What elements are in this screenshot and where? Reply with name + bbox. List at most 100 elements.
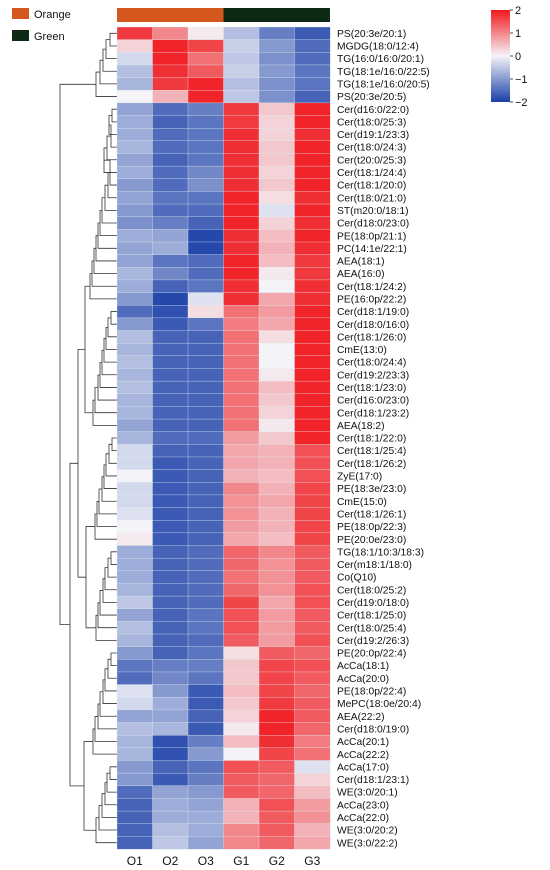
heatmap-cell — [187, 102, 224, 116]
heatmap-cell — [187, 191, 224, 205]
heatmap-cell — [152, 39, 189, 53]
heatmap-cell — [187, 532, 224, 546]
row-label: Cer(m18:1/18:0) — [337, 560, 412, 571]
heatmap-cell — [116, 557, 153, 572]
dendrogram-branch — [102, 48, 117, 72]
heatmap-cell — [152, 406, 189, 420]
column-label: G3 — [304, 854, 320, 868]
heatmap-cell — [152, 115, 189, 129]
row-label: WE(3:0/22:2) — [337, 838, 398, 849]
heatmap-cell — [223, 305, 260, 319]
dendrogram-branch — [99, 59, 117, 85]
heatmap-cell — [152, 494, 189, 509]
heatmap-cell — [152, 709, 189, 724]
heatmap-cell — [294, 380, 331, 395]
heatmap-cell — [116, 684, 153, 698]
heatmap-cell — [258, 418, 295, 433]
heatmap-cell — [258, 102, 295, 116]
group-bar-orange — [117, 8, 224, 22]
heatmap-cell — [152, 633, 189, 648]
row-label: Cer(d16:0/22:0) — [337, 105, 409, 116]
heatmap-cell — [294, 456, 331, 471]
dendrogram-branch — [110, 311, 117, 325]
heatmap-cell — [152, 102, 189, 116]
heatmap-cell — [116, 520, 153, 534]
heatmap-cell — [294, 317, 331, 331]
row-label: WE(3:0/20:2) — [337, 826, 398, 837]
heatmap-cell — [116, 241, 153, 256]
dendrogram-branch — [105, 453, 117, 477]
row-label: Cer(t18:0/24:4) — [337, 358, 406, 369]
column-label: G2 — [269, 854, 285, 868]
heatmap-cell — [223, 494, 260, 509]
heatmap-cell — [223, 709, 260, 724]
heatmap-cell — [152, 380, 189, 395]
dendrogram-branch — [107, 317, 117, 338]
heatmap-cell — [116, 178, 153, 192]
row-label: Cer(d19:2/26:3) — [337, 636, 409, 647]
heatmap-cell — [152, 444, 189, 458]
row-label: AEA(18:2) — [337, 421, 385, 432]
heatmap-cell — [116, 633, 153, 648]
heatmap-cell — [223, 646, 260, 660]
row-label: Cer(d18:0/16:0) — [337, 320, 409, 331]
heatmap-cell — [294, 153, 331, 167]
row-label: AcCa(20:1) — [337, 737, 389, 748]
row-label: Cer(t18:1/25:4) — [337, 446, 406, 457]
heatmap-cell — [294, 393, 331, 407]
heatmap-cell — [294, 772, 331, 787]
heatmap-cell — [187, 229, 224, 243]
heatmap-cell — [152, 342, 189, 357]
heatmap-cell — [187, 608, 224, 622]
dendrogram-branch — [101, 793, 117, 818]
heatmap-cell — [294, 102, 331, 116]
heatmap-cell — [294, 671, 331, 686]
row-label: Cer(t18:1/24:2) — [337, 282, 406, 293]
heatmap-cell — [116, 254, 153, 268]
heatmap-cell — [294, 355, 331, 369]
heatmap-cell — [258, 482, 295, 496]
heatmap-cell — [187, 659, 224, 673]
row-label: TG(18:1/10:3/18:3) — [337, 547, 424, 558]
heatmap-cell — [152, 646, 189, 660]
heatmap-cell — [223, 823, 260, 837]
dendrogram-branch — [84, 285, 93, 414]
heatmap-cell — [258, 735, 295, 749]
heatmap-cell — [258, 216, 295, 230]
column-label: O2 — [162, 854, 178, 868]
heatmap-cell — [187, 153, 224, 167]
color-scale-tick-label: 2 — [515, 5, 521, 17]
heatmap-cell — [223, 178, 260, 192]
heatmap-cell — [294, 633, 331, 648]
heatmap-cell — [223, 292, 260, 306]
color-scale-tick-label: 1 — [515, 28, 521, 40]
row-label: Cer(d16:0/23:0) — [337, 396, 409, 407]
heatmap-cell — [258, 178, 295, 192]
heatmap-cell — [116, 671, 153, 686]
heatmap-cell — [116, 545, 153, 559]
row-label: PE(18:0p/22:4) — [337, 687, 406, 698]
heatmap-cell — [152, 241, 189, 256]
heatmap-cell — [223, 520, 260, 534]
heatmap-cell — [187, 444, 224, 458]
heatmap-cell — [152, 621, 189, 635]
heatmap-cell — [294, 583, 331, 597]
heatmap-cell — [294, 684, 331, 698]
heatmap-cell — [187, 418, 224, 433]
heatmap-cell — [187, 456, 224, 471]
row-label: Cer(t18:0/25:3) — [337, 117, 406, 128]
heatmap-cell — [294, 342, 331, 357]
heatmap-cell — [294, 140, 331, 154]
heatmap-cell — [116, 659, 153, 673]
heatmap-cell — [294, 178, 331, 192]
row-label: Cer(t18:1/26:2) — [337, 459, 406, 470]
heatmap-cell — [294, 798, 331, 812]
row-label: Cer(t18:0/25:4) — [337, 623, 406, 634]
heatmap-cell — [152, 545, 189, 559]
heatmap-cell — [294, 608, 331, 622]
dendrogram-branch — [111, 437, 117, 452]
heatmap-cell — [258, 659, 295, 673]
heatmap-cell — [116, 102, 153, 116]
heatmap-cell — [223, 165, 260, 180]
heatmap-cell — [152, 798, 189, 812]
